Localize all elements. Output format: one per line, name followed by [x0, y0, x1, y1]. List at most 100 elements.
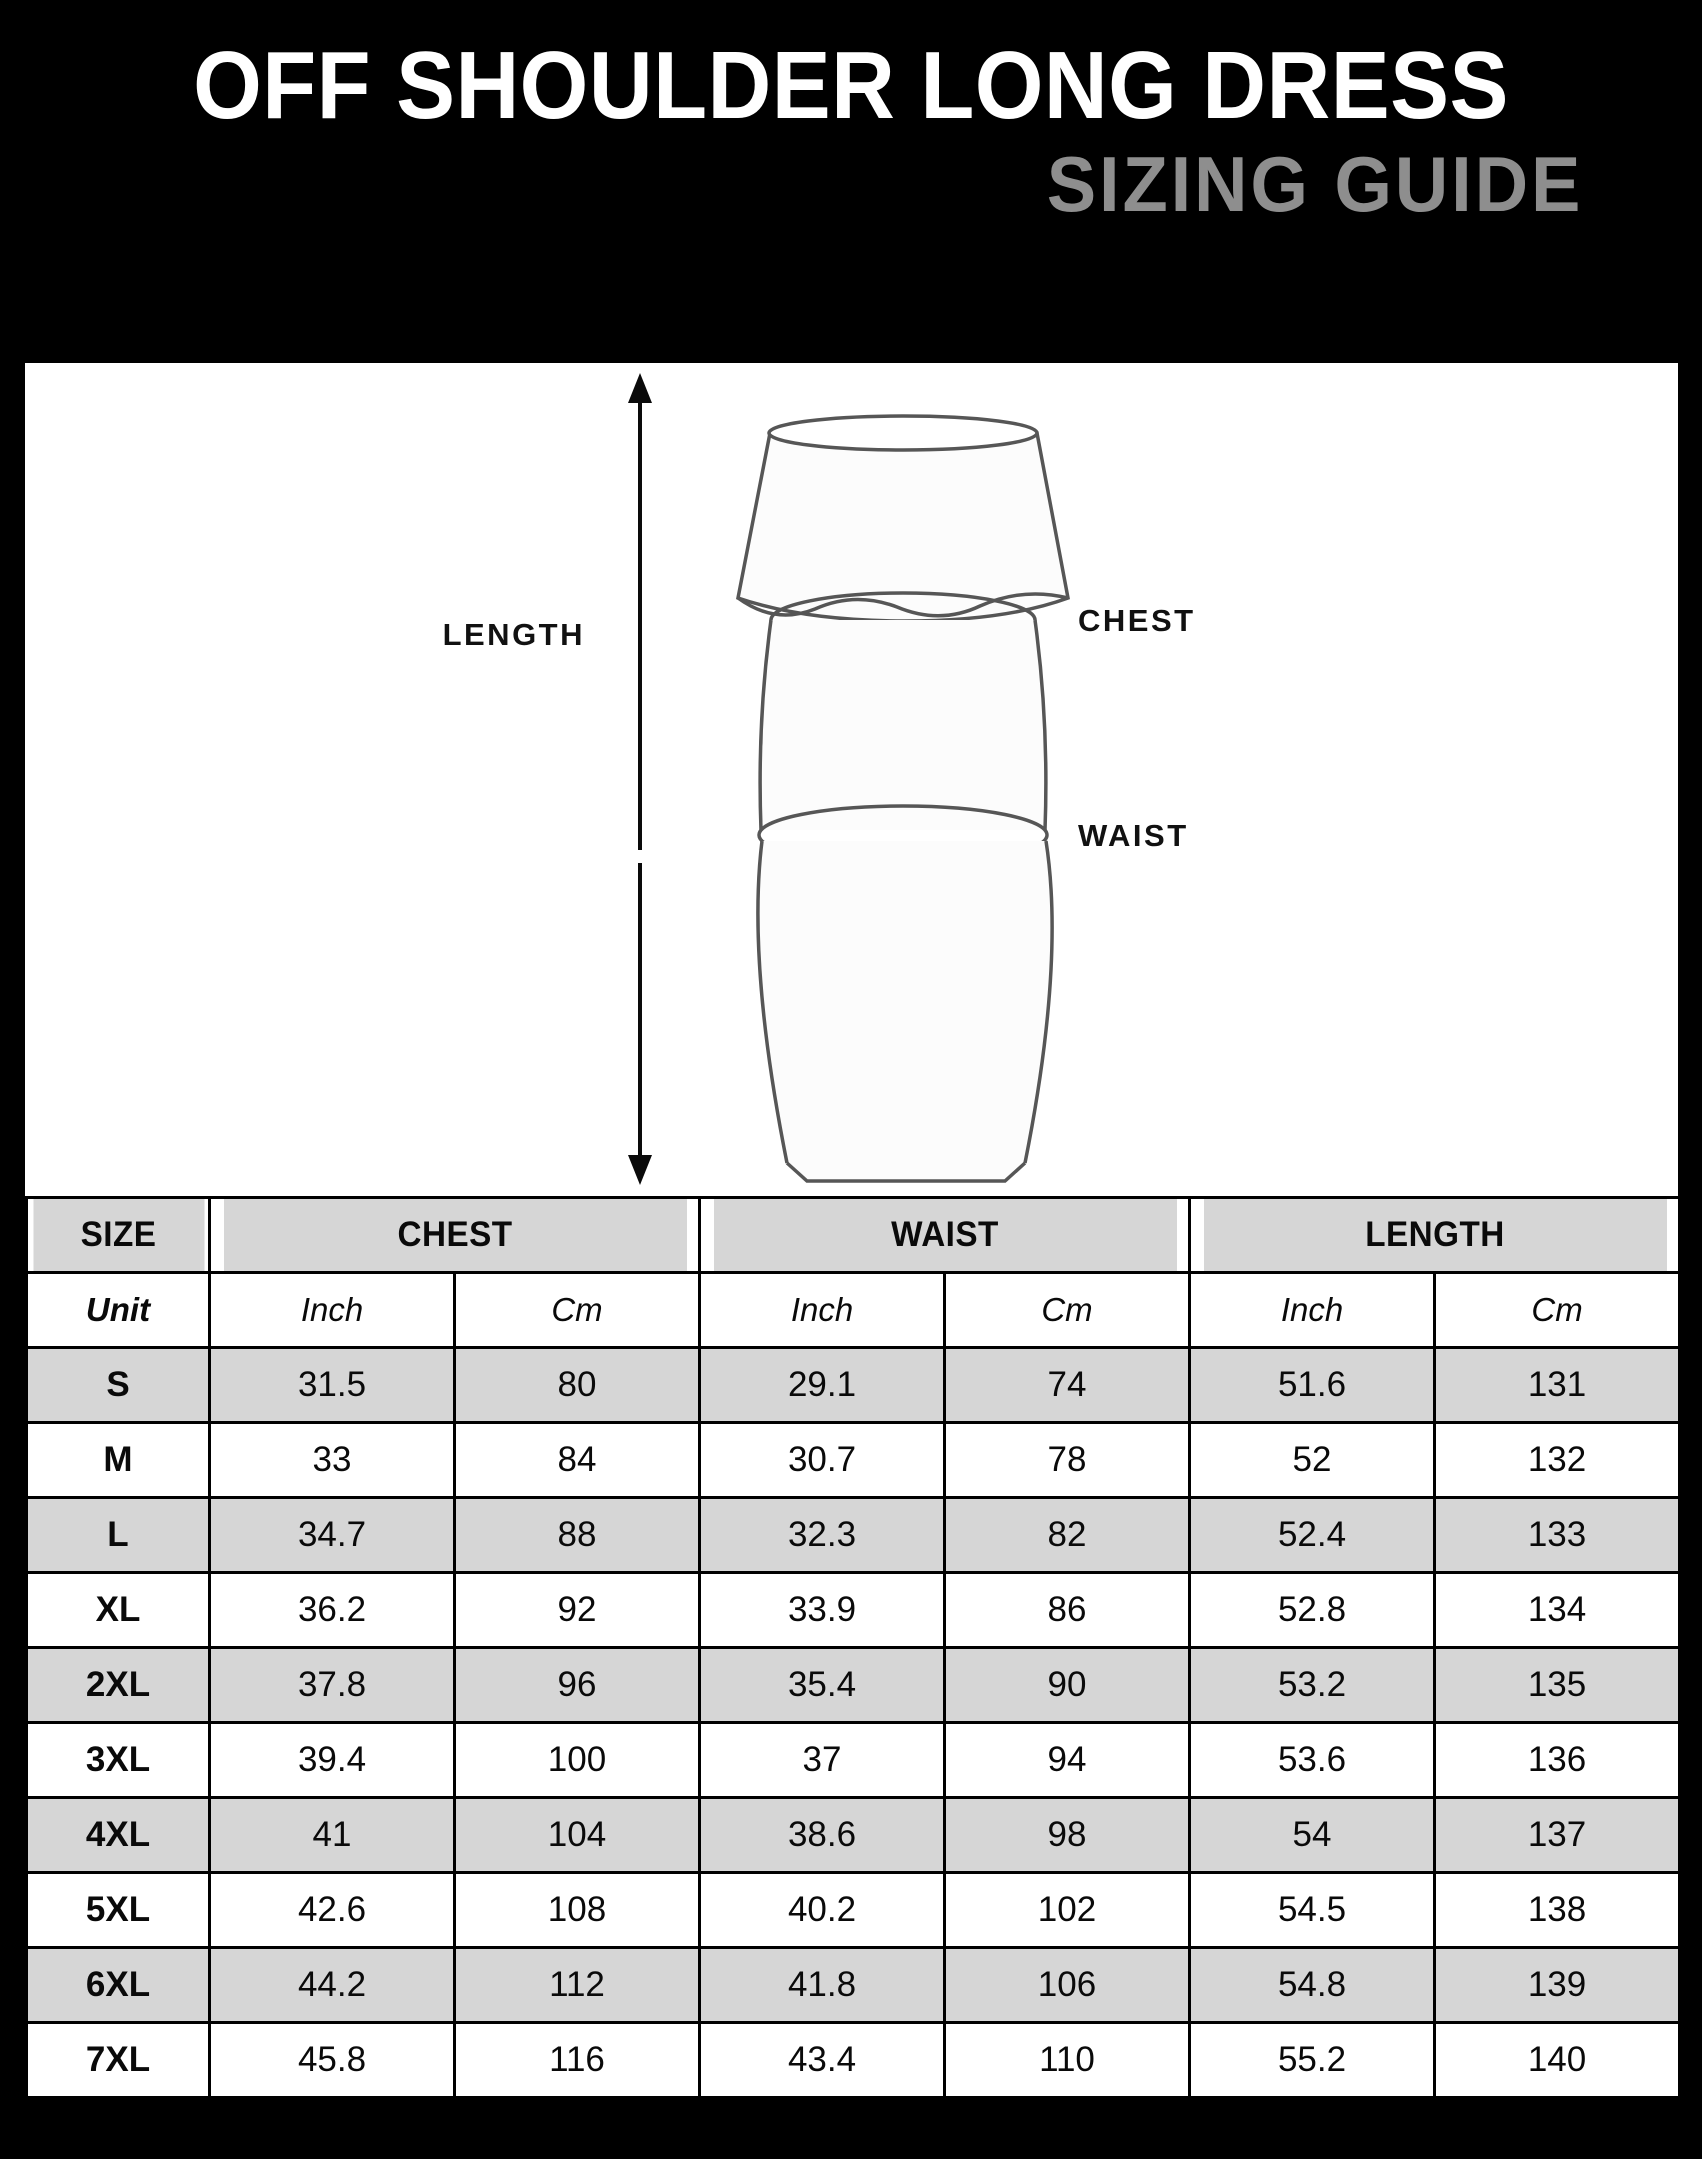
- cell-chest-cm: 116: [453, 2021, 701, 2099]
- cell-chest-cm: 108: [453, 1871, 701, 1949]
- unit-chest-cm: Cm: [453, 1271, 701, 1349]
- unit-waist-inch: Inch: [698, 1271, 946, 1349]
- cell-waist-inch: 40.2: [698, 1871, 946, 1949]
- cell-chest-inch: 39.4: [208, 1721, 456, 1799]
- cell-waist-cm: 106: [942, 1946, 1192, 2024]
- table-row: 2XL 37.8 96 35.4 90 53.2 135: [25, 1646, 1682, 1724]
- cell-chest-cm: 104: [453, 1796, 701, 1874]
- cell-waist-cm: 78: [942, 1421, 1192, 1499]
- dress-torso-shape: [758, 619, 1048, 831]
- size-chart-table: SIZE CHEST WAIST LENGTH Unit Inch Cm Inc…: [25, 1196, 1682, 2099]
- cell-length-cm: 139: [1433, 1946, 1682, 2024]
- cell-chest-inch: 33: [208, 1421, 456, 1499]
- cell-chest-cm: 84: [453, 1421, 701, 1499]
- dress-diagram-panel: LENGTH CHEST WAIST: [25, 363, 1678, 1196]
- cell-waist-inch: 29.1: [698, 1346, 946, 1424]
- dress-skirt-shape: [756, 840, 1054, 1183]
- cell-waist-inch: 35.4: [698, 1646, 946, 1724]
- cell-waist-cm: 82: [942, 1496, 1192, 1574]
- table-row: S 31.5 80 29.1 74 51.6 131: [25, 1346, 1682, 1424]
- unit-length-inch: Inch: [1188, 1271, 1437, 1349]
- cell-waist-inch: 33.9: [698, 1571, 946, 1649]
- cell-length-inch: 54: [1188, 1796, 1437, 1874]
- cell-length-inch: 52.4: [1188, 1496, 1437, 1574]
- table-row: 6XL 44.2 112 41.8 106 54.8 139: [25, 1946, 1682, 2024]
- unit-chest-inch: Inch: [208, 1271, 456, 1349]
- table-row: XL 36.2 92 33.9 86 52.8 134: [25, 1571, 1682, 1649]
- cell-waist-cm: 90: [942, 1646, 1192, 1724]
- cell-waist-inch: 43.4: [698, 2021, 946, 2099]
- table-group-header-row: SIZE CHEST WAIST LENGTH: [27, 1196, 1680, 1274]
- cell-chest-inch: 31.5: [208, 1346, 456, 1424]
- cell-length-inch: 52.8: [1188, 1571, 1437, 1649]
- page-title: OFF SHOULDER LONG DRESS: [193, 32, 1509, 139]
- cell-waist-inch: 30.7: [698, 1421, 946, 1499]
- cell-size: 7XL: [25, 2021, 211, 2099]
- cell-length-cm: 132: [1433, 1421, 1682, 1499]
- cell-length-cm: 137: [1433, 1796, 1682, 1874]
- cell-length-cm: 134: [1433, 1571, 1682, 1649]
- table-row: 4XL 41 104 38.6 98 54 137: [25, 1796, 1682, 1874]
- cell-length-inch: 54.8: [1188, 1946, 1437, 2024]
- cell-waist-cm: 74: [942, 1346, 1192, 1424]
- cell-size: 2XL: [25, 1646, 211, 1724]
- cell-chest-cm: 92: [453, 1571, 701, 1649]
- cell-size: 5XL: [25, 1871, 211, 1949]
- cell-chest-cm: 88: [453, 1496, 701, 1574]
- cell-length-cm: 138: [1433, 1871, 1682, 1949]
- cell-waist-cm: 110: [942, 2021, 1192, 2099]
- cell-size: XL: [25, 1571, 211, 1649]
- waist-label: WAIST: [1078, 818, 1189, 853]
- cell-chest-inch: 41: [208, 1796, 456, 1874]
- cell-chest-inch: 45.8: [208, 2021, 456, 2099]
- cell-length-inch: 54.5: [1188, 1871, 1437, 1949]
- cell-chest-cm: 100: [453, 1721, 701, 1799]
- cell-length-cm: 131: [1433, 1346, 1682, 1424]
- cell-waist-cm: 102: [942, 1871, 1192, 1949]
- length-arrow-icon: [628, 373, 652, 1185]
- cell-length-inch: 51.6: [1188, 1346, 1437, 1424]
- chest-label: CHEST: [1078, 603, 1196, 638]
- cell-waist-cm: 94: [942, 1721, 1192, 1799]
- cell-chest-cm: 112: [453, 1946, 701, 2024]
- cell-length-cm: 133: [1433, 1496, 1682, 1574]
- col-header-size: SIZE: [29, 1196, 207, 1274]
- cell-size: M: [25, 1421, 211, 1499]
- unit-waist-cm: Cm: [942, 1271, 1192, 1349]
- cell-chest-inch: 37.8: [208, 1646, 456, 1724]
- cell-size: L: [25, 1496, 211, 1574]
- table-row: 3XL 39.4 100 37 94 53.6 136: [25, 1721, 1682, 1799]
- table-body: S 31.5 80 29.1 74 51.6 131 M 33 84 30.7 78 52 132 L 34.…: [25, 1346, 1682, 2099]
- cell-chest-cm: 96: [453, 1646, 701, 1724]
- col-header-chest: CHEST: [220, 1196, 689, 1274]
- page-subtitle: SIZING GUIDE: [1046, 140, 1584, 228]
- cell-length-inch: 55.2: [1188, 2021, 1437, 2099]
- cell-length-cm: 135: [1433, 1646, 1682, 1724]
- col-header-length: LENGTH: [1200, 1196, 1669, 1274]
- cell-chest-inch: 36.2: [208, 1571, 456, 1649]
- dress-measurement-diagram: LENGTH CHEST WAIST: [443, 373, 1196, 1185]
- cell-chest-inch: 42.6: [208, 1871, 456, 1949]
- dress-bodice-shape: [735, 414, 1070, 623]
- cell-length-inch: 53.2: [1188, 1646, 1437, 1724]
- cell-waist-inch: 37: [698, 1721, 946, 1799]
- cell-size: 6XL: [25, 1946, 211, 2024]
- cell-chest-inch: 34.7: [208, 1496, 456, 1574]
- cell-size: 3XL: [25, 1721, 211, 1799]
- cell-waist-inch: 41.8: [698, 1946, 946, 2024]
- table-row: M 33 84 30.7 78 52 132: [25, 1421, 1682, 1499]
- table-row: 5XL 42.6 108 40.2 102 54.5 138: [25, 1871, 1682, 1949]
- cell-length-cm: 140: [1433, 2021, 1682, 2099]
- cell-length-inch: 52: [1188, 1421, 1437, 1499]
- header-banner: OFF SHOULDER LONG DRESS SIZING GUIDE: [0, 0, 1702, 338]
- cell-length-cm: 136: [1433, 1721, 1682, 1799]
- cell-waist-cm: 86: [942, 1571, 1192, 1649]
- unit-label: Unit: [25, 1271, 211, 1349]
- cell-chest-cm: 80: [453, 1346, 701, 1424]
- table-unit-row: Unit Inch Cm Inch Cm Inch Cm: [25, 1271, 1682, 1349]
- cell-size: S: [25, 1346, 211, 1424]
- table-row: L 34.7 88 32.3 82 52.4 133: [25, 1496, 1682, 1574]
- unit-length-cm: Cm: [1433, 1271, 1682, 1349]
- col-header-waist: WAIST: [710, 1196, 1179, 1274]
- cell-waist-inch: 38.6: [698, 1796, 946, 1874]
